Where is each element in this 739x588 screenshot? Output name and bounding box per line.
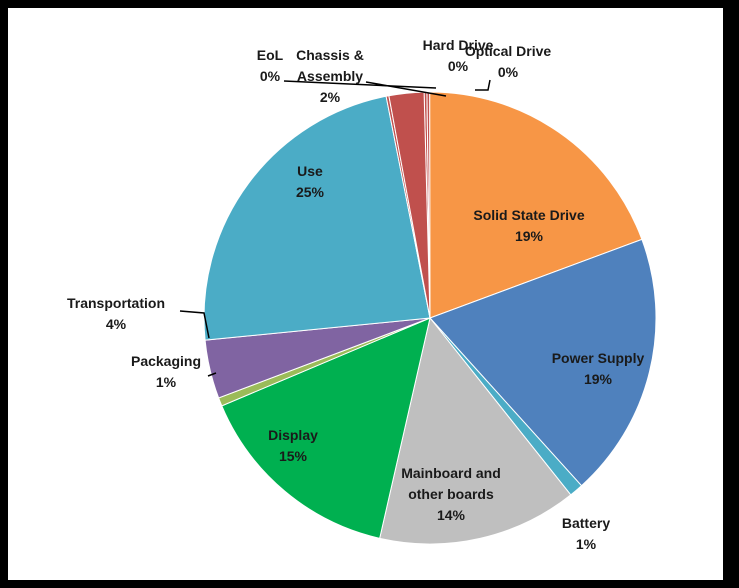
data-label-battery: Battery 1%: [562, 515, 610, 552]
pie-slice-mainboard-and-other-boards: [379, 316, 572, 545]
data-label-transportation: Transportation 4%: [67, 295, 165, 332]
data-label-optical-drive: Optical Drive 0%: [465, 43, 552, 80]
data-label-use: Use 25%: [296, 163, 325, 200]
pie-slice-power-supply: [429, 238, 657, 487]
data-label-eol: EoL 0%: [257, 47, 284, 84]
leader-line-chassis-assembly: [365, 81, 447, 97]
data-label-hard-drive: Hard Drive 0%: [423, 37, 494, 74]
leader-line-eol: [283, 80, 437, 89]
pie-slice-display: [221, 317, 431, 539]
leader-line-transportation: [179, 310, 210, 339]
pie-slice-use: [203, 95, 431, 341]
pie-chart: Hard Drive 0%Optical Drive 0% Solid State D…: [67, 37, 657, 552]
data-label-power-supply: Power Supply 19%: [552, 350, 645, 387]
data-label-chassis-assembly: Chassis & Assembly 2%: [296, 47, 364, 105]
pie-slice-solid-state-drive: [429, 91, 643, 319]
chart-frame: Hard Drive 0% Optical Drive 0% Solid State D…: [8, 8, 723, 580]
leader-line-optical-drive: [475, 79, 491, 91]
data-label-display: Display 15%: [268, 427, 318, 464]
leader-line-packaging: [207, 372, 217, 377]
data-label-mainboard-and-other-boards: Mainboard and other boards 14%: [401, 465, 501, 523]
data-label-packaging: Packaging 1%: [131, 353, 201, 390]
data-label-solid-state-drive: Solid State Drive 19%: [473, 207, 584, 244]
